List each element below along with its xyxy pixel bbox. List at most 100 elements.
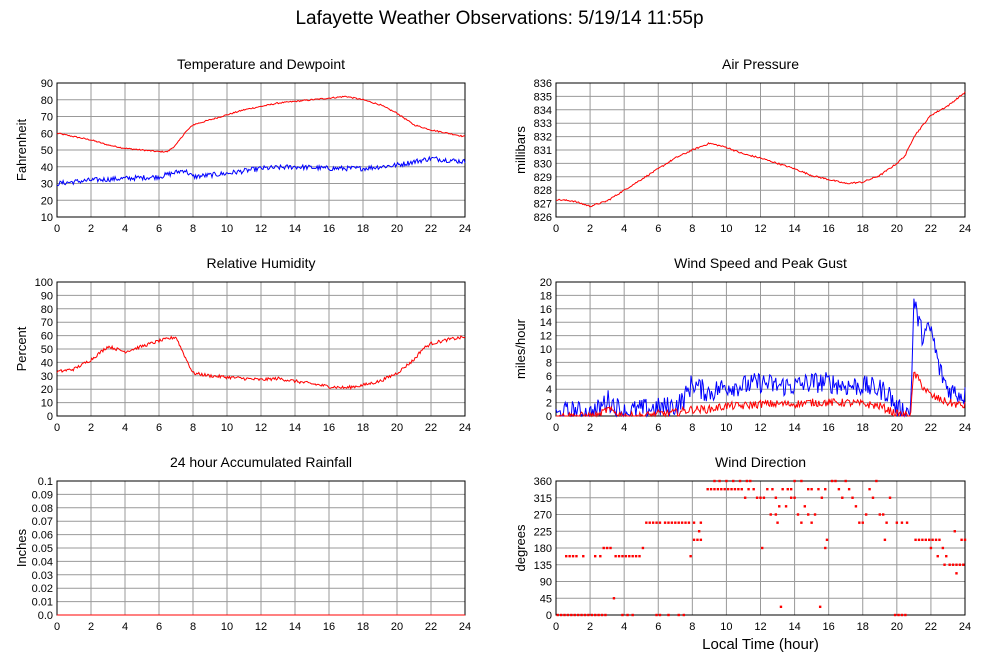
x-tick-label: 24 (459, 621, 471, 633)
y-axis-label: degrees (513, 524, 528, 571)
data-point (634, 554, 638, 558)
y-tick-label: 180 (534, 543, 552, 555)
y-tick-label: 0 (47, 411, 53, 423)
data-point (854, 505, 858, 508)
data-point (597, 613, 600, 617)
x-tick-label: 12 (255, 621, 267, 633)
x-tick-label: 14 (289, 223, 301, 235)
data-point (670, 521, 674, 524)
data-point (914, 538, 917, 542)
y-tick-label: 16 (540, 304, 552, 316)
data-point (820, 496, 824, 499)
y-tick-label: 0.06 (32, 530, 53, 542)
x-tick-label: 6 (156, 422, 162, 434)
x-tick-label: 2 (88, 422, 94, 434)
data-point (784, 505, 788, 508)
x-tick-label: 24 (959, 621, 971, 633)
data-point (752, 487, 755, 491)
series-line-1 (56, 335, 466, 391)
x-tick-label: 0 (553, 422, 559, 434)
data-point (807, 513, 810, 516)
y-tick-label: 8 (546, 357, 552, 369)
x-tick-label: 10 (221, 621, 233, 633)
x-tick-label: 14 (788, 422, 800, 434)
data-point (713, 479, 716, 483)
y-tick-label: 40 (41, 162, 53, 174)
data-point (924, 538, 928, 542)
data-point (786, 487, 789, 491)
data-point (682, 613, 686, 617)
data-point (934, 538, 938, 542)
x-tick-label: 6 (156, 223, 162, 235)
data-point (774, 496, 778, 499)
x-tick-label: 22 (425, 621, 437, 633)
data-point (963, 538, 967, 542)
data-point (638, 554, 641, 558)
x-tick-label: 16 (323, 621, 335, 633)
data-point (631, 613, 634, 617)
x-tick-label: 12 (754, 422, 766, 434)
data-point (658, 613, 662, 617)
x-tick-label: 22 (925, 223, 937, 235)
x-tick-label: 16 (823, 422, 835, 434)
data-point (667, 613, 670, 617)
data-point (875, 479, 878, 483)
data-point (566, 613, 570, 617)
y-tick-label: 60 (41, 128, 53, 140)
x-tick-label: 8 (190, 621, 196, 633)
x-tick-label: 18 (857, 422, 869, 434)
y-tick-label: 45 (540, 593, 552, 605)
data-point (684, 521, 687, 524)
y-tick-label: 50 (41, 344, 53, 356)
data-point (699, 538, 703, 542)
data-point (614, 554, 617, 558)
data-point (761, 546, 764, 550)
data-point (789, 496, 793, 499)
y-tick-label: 0.05 (32, 543, 53, 555)
data-point (847, 487, 851, 491)
y-tick-label: 20 (540, 277, 552, 289)
y-tick-label: 90 (41, 290, 53, 302)
y-tick-label: 10 (41, 398, 53, 410)
data-point (605, 546, 609, 550)
data-point (580, 613, 583, 617)
data-point (861, 521, 864, 524)
data-point (755, 496, 759, 499)
plot-frame (555, 82, 966, 218)
data-point (593, 554, 597, 558)
data-point (583, 613, 587, 617)
data-point (658, 521, 662, 524)
data-point (945, 554, 948, 558)
y-tick-label: 836 (534, 78, 552, 90)
data-point (789, 487, 793, 491)
data-point (716, 487, 720, 491)
data-point (931, 538, 934, 542)
data-point (888, 496, 892, 499)
x-tick-label: 12 (754, 621, 766, 633)
x-tick-label: 22 (925, 422, 937, 434)
y-tick-label: 135 (534, 560, 552, 572)
x-tick-label: 4 (621, 422, 627, 434)
x-tick-label: 8 (190, 223, 196, 235)
plot-frame (56, 281, 466, 417)
data-point (864, 513, 868, 516)
series-line-1 (555, 298, 966, 418)
y-tick-label: 2 (546, 398, 552, 410)
data-point (687, 521, 691, 524)
data-point (725, 479, 728, 483)
data-point (720, 487, 723, 491)
y-tick-label: 0.01 (32, 597, 53, 609)
data-point (825, 538, 829, 542)
x-tick-label: 2 (587, 422, 593, 434)
data-point (779, 605, 783, 609)
data-point (749, 479, 752, 483)
data-point (570, 613, 573, 617)
y-tick-label: 829 (534, 172, 552, 184)
y-tick-label: 832 (534, 132, 552, 144)
y-tick-label: 20 (41, 195, 53, 207)
x-tick-label: 20 (891, 223, 903, 235)
data-point (624, 554, 628, 558)
x-tick-label: 6 (156, 621, 162, 633)
